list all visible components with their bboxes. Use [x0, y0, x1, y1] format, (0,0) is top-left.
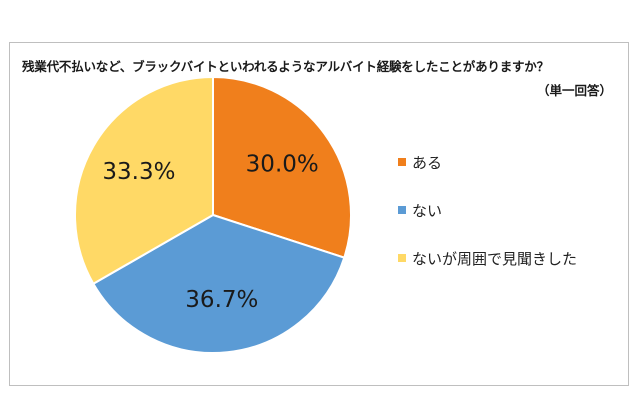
legend-label-kenbun: ないが周囲で見聞きした	[412, 249, 578, 268]
chart-legend: ある ない ないが周囲で見聞きした	[398, 150, 577, 294]
legend-item-kenbun: ないが周囲で見聞きした	[398, 246, 577, 270]
pie-label-nai: 36.7%	[185, 287, 258, 313]
pie-slice-nai	[91, 213, 346, 355]
pie-slice-aru	[212, 75, 352, 259]
legend-label-aru: ある	[412, 153, 443, 172]
legend-swatch-aru	[398, 158, 406, 166]
legend-swatch-kenbun	[398, 254, 406, 262]
pie-label-aru: 30.0%	[246, 152, 319, 178]
chart-subtitle: （単一回答）	[536, 83, 612, 98]
legend-label-nai: ない	[412, 201, 443, 220]
legend-item-nai: ない	[398, 198, 577, 222]
legend-item-aru: ある	[398, 150, 577, 174]
legend-swatch-nai	[398, 206, 406, 214]
chart-title: 残業代不払いなど、ブラックバイトといわれるようなアルバイト経験をしたことがありま…	[22, 59, 549, 74]
pie-label-kenbun: 33.3%	[102, 159, 175, 185]
pie-slice-kenbun	[74, 75, 214, 286]
